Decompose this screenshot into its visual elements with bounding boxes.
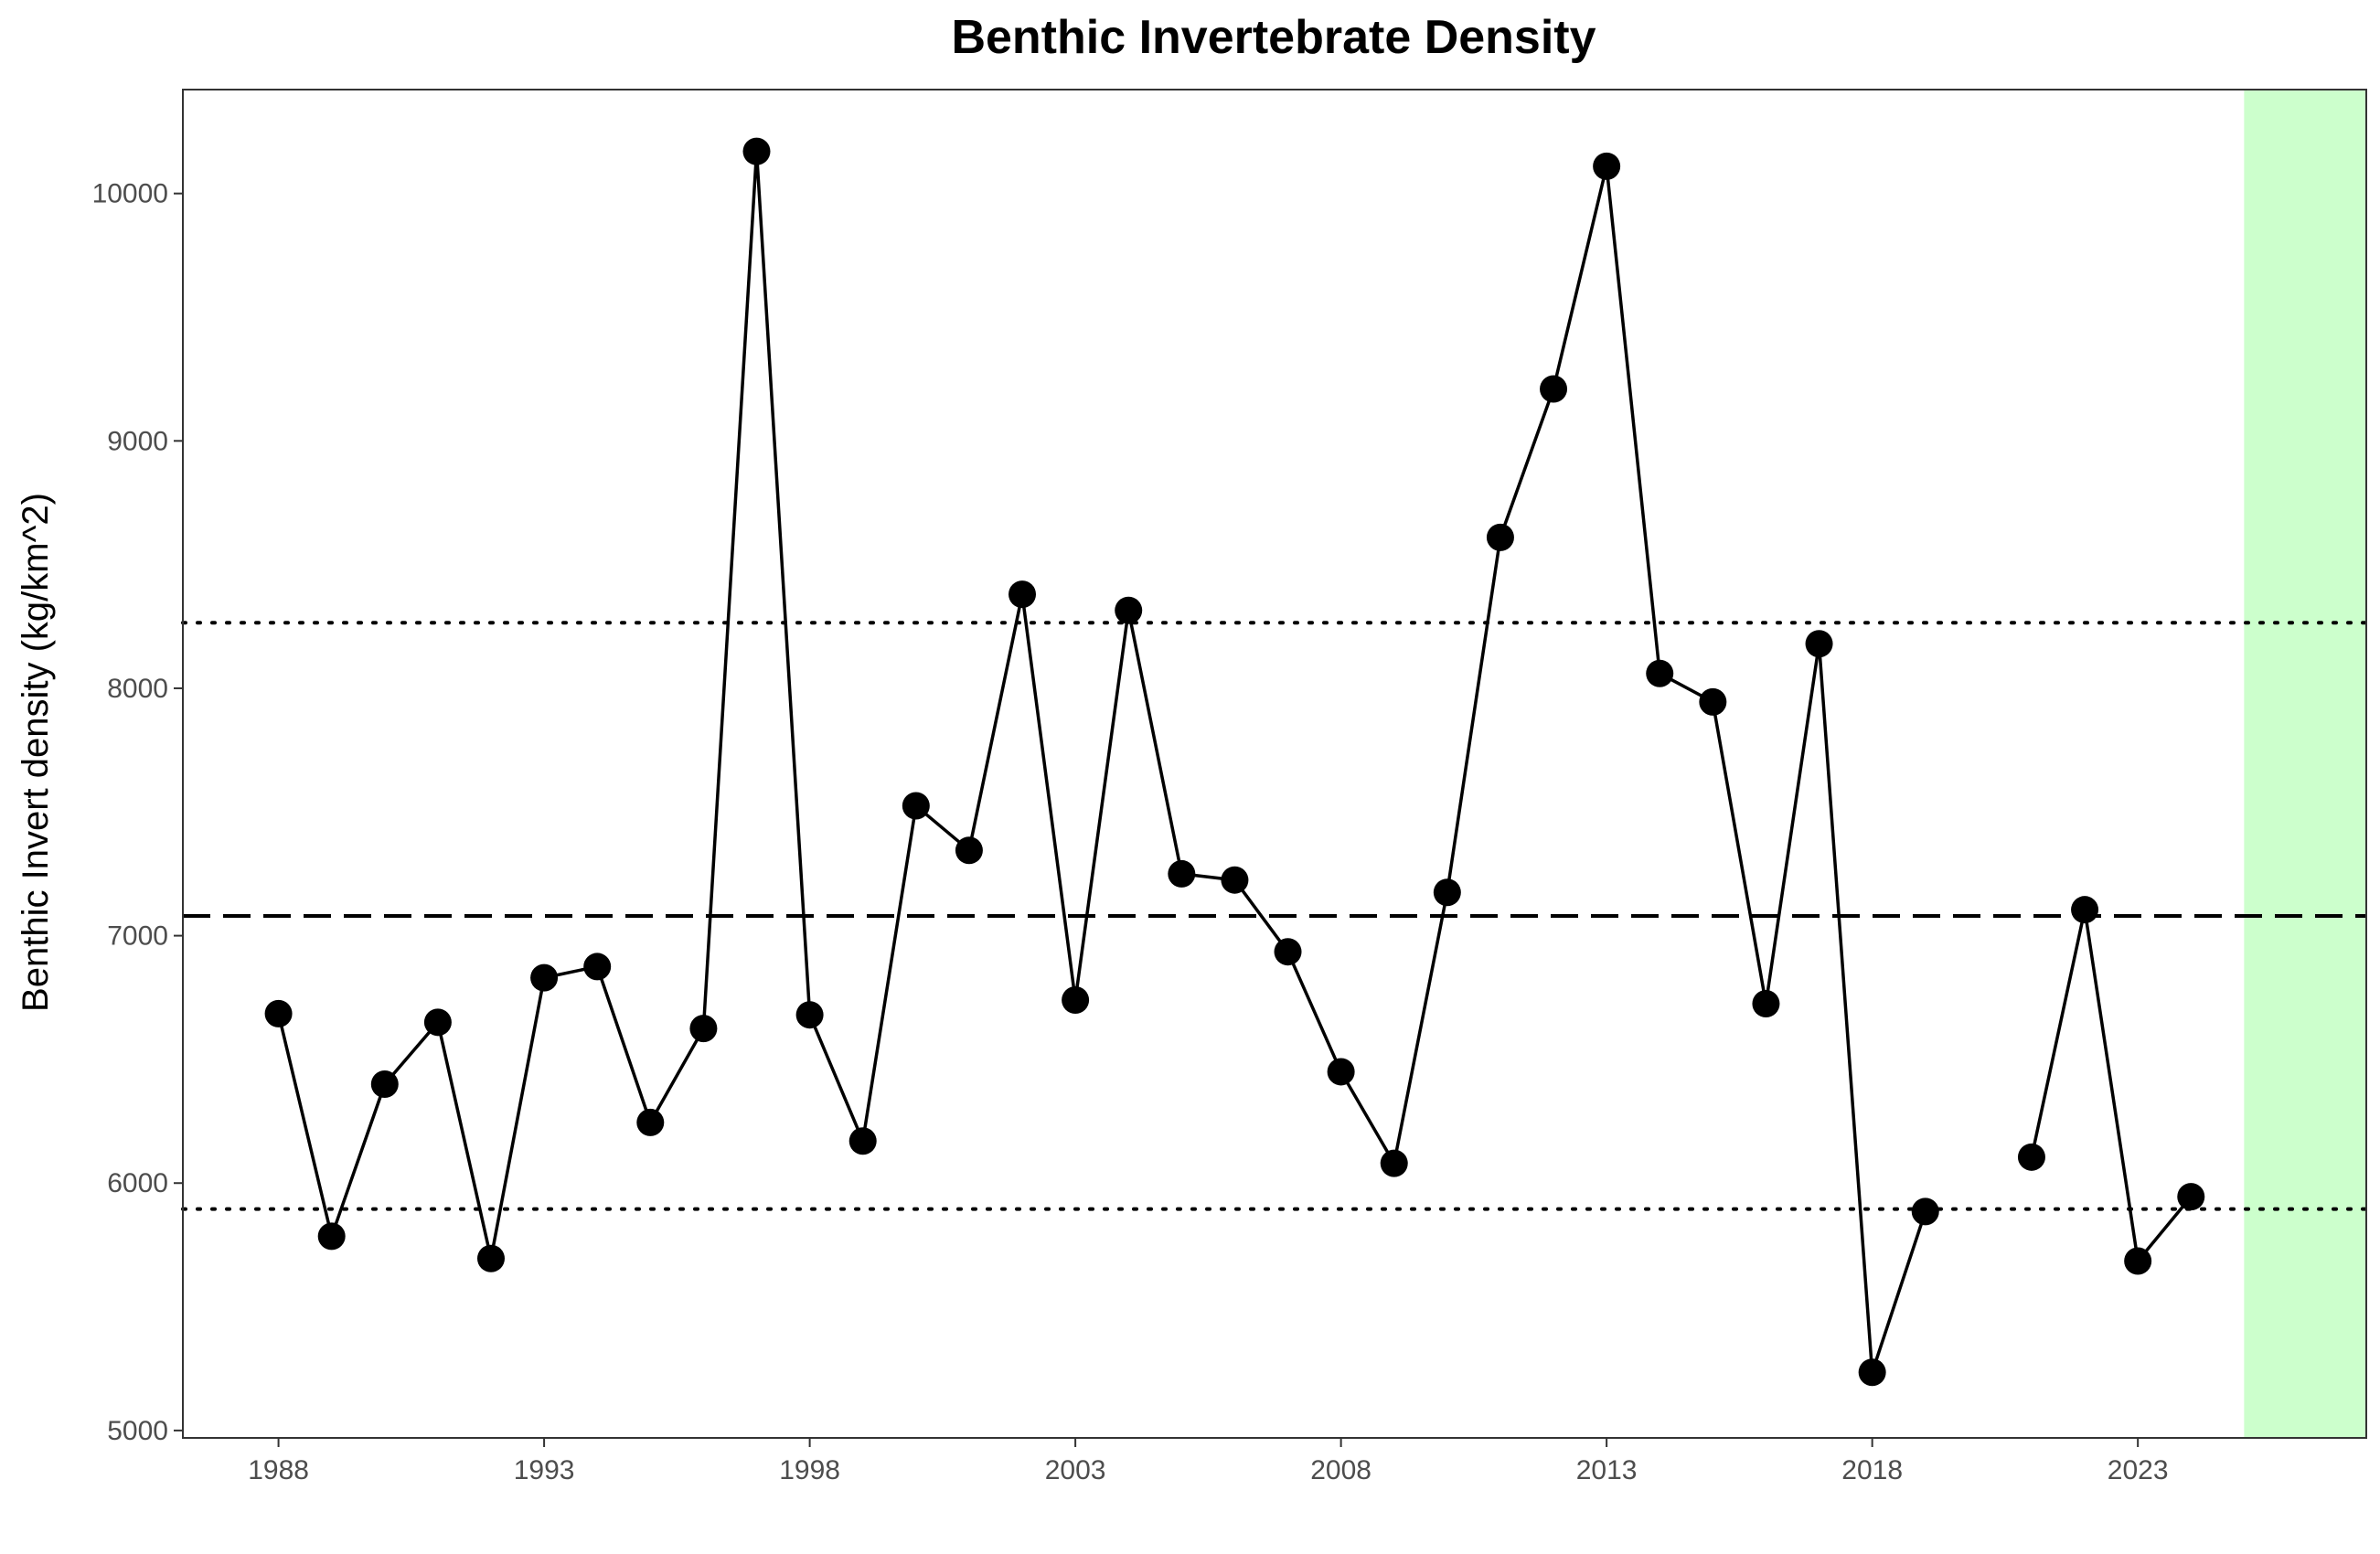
- x-axis: 1988 1993 1998 2003 2008 2013 2018 2023: [248, 1438, 2169, 1485]
- x-tick-label: 1988: [248, 1455, 309, 1485]
- data-point: [1380, 1149, 1408, 1177]
- data-point: [317, 1222, 346, 1251]
- y-tick-label: 5000: [107, 1416, 168, 1446]
- x-tick-label: 1993: [514, 1455, 575, 1485]
- series-line: [2030, 908, 2193, 1263]
- data-point: [530, 963, 559, 992]
- x-tick-label: 2003: [1045, 1455, 1106, 1485]
- data-point: [742, 137, 771, 165]
- data-point: [370, 1070, 399, 1098]
- x-tick-label: 1998: [779, 1455, 840, 1485]
- data-point: [955, 836, 983, 865]
- data-point: [423, 1008, 452, 1037]
- data-point: [1858, 1358, 1886, 1387]
- data-point: [1274, 938, 1302, 966]
- data-point: [583, 953, 612, 981]
- data-point: [1168, 859, 1196, 888]
- data-points: [264, 137, 2205, 1387]
- data-point: [689, 1015, 718, 1043]
- x-tick-label: 2008: [1310, 1455, 1371, 1485]
- data-point: [1433, 878, 1461, 907]
- data-point: [1062, 985, 1090, 1014]
- y-tick-label: 9000: [107, 426, 168, 456]
- data-point: [1699, 687, 1727, 716]
- data-point: [2124, 1247, 2152, 1275]
- data-point: [1327, 1058, 1355, 1086]
- reference-lines: [181, 621, 2368, 1211]
- data-point: [264, 999, 293, 1027]
- y-tick-label: 10000: [92, 179, 168, 209]
- data-point: [1221, 866, 1249, 894]
- data-point: [1805, 630, 1833, 658]
- data-point: [1752, 990, 1780, 1018]
- data-point: [2071, 896, 2099, 924]
- highlight-region: [2244, 90, 2366, 1438]
- data-point: [902, 792, 930, 820]
- y-tick-label: 7000: [107, 921, 168, 952]
- data-point: [795, 1001, 824, 1029]
- data-point: [1911, 1197, 1939, 1226]
- y-tick-label: 8000: [107, 674, 168, 704]
- data-point: [848, 1127, 877, 1155]
- y-axis: 5000 6000 7000 8000 9000 10000: [92, 179, 183, 1446]
- data-point: [1593, 152, 1621, 180]
- chart-title: Benthic Invertebrate Density: [951, 11, 1596, 64]
- data-point: [1646, 659, 1674, 687]
- y-axis-label: Benthic Invert density (kg/km^2): [16, 493, 56, 1012]
- data-point: [636, 1108, 665, 1136]
- x-tick-label: 2023: [2108, 1455, 2169, 1485]
- data-point: [1115, 596, 1143, 624]
- plot-panel-border: [182, 89, 2367, 1439]
- x-tick-label: 2018: [1841, 1455, 1903, 1485]
- data-point: [1009, 580, 1037, 609]
- data-point: [1486, 523, 1514, 551]
- data-point: [476, 1244, 505, 1272]
- data-point: [2017, 1143, 2045, 1171]
- data-point: [2177, 1183, 2205, 1211]
- y-tick-label: 6000: [107, 1168, 168, 1198]
- data-point: [1540, 375, 1568, 403]
- x-tick-label: 2013: [1576, 1455, 1638, 1485]
